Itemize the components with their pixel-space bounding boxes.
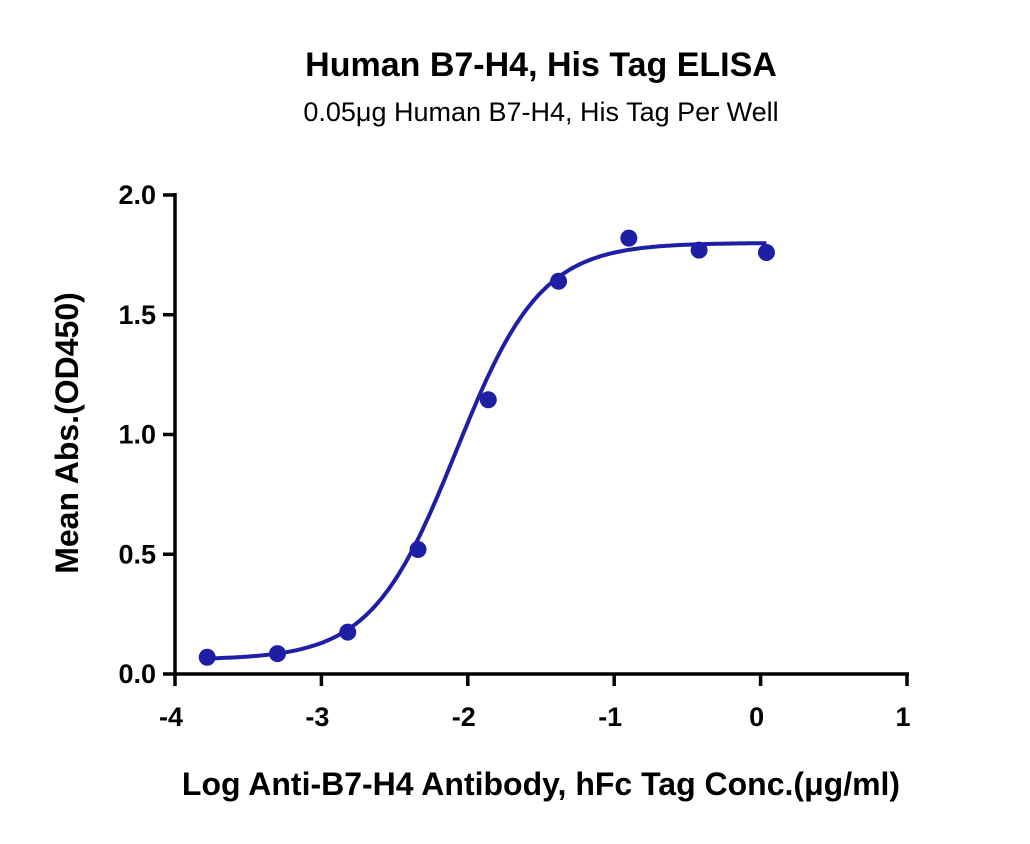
data-point <box>268 645 286 663</box>
data-point <box>757 243 775 261</box>
y-tick-label: 1.5 <box>118 300 156 330</box>
data-point <box>339 623 357 641</box>
y-tick-label: 0.5 <box>118 539 156 569</box>
data-point <box>690 241 708 259</box>
x-tick-label: -1 <box>598 702 622 732</box>
data-point <box>198 648 216 666</box>
y-axis-title: Mean Abs.(OD450) <box>49 292 85 574</box>
x-axis-title: Log Anti-B7-H4 Antibody, hFc Tag Conc.(μ… <box>182 766 900 802</box>
data-point <box>409 540 427 558</box>
data-point <box>550 272 568 290</box>
plot-series <box>198 229 775 666</box>
y-tick-label: 1.0 <box>118 420 156 450</box>
x-axis-ticks: -4 -3 -2 -1 0 1 <box>159 674 911 732</box>
data-point <box>620 229 638 247</box>
x-tick-label: -2 <box>452 702 476 732</box>
data-point <box>479 391 497 409</box>
x-tick-label: -3 <box>305 702 329 732</box>
chart-subtitle: 0.05μg Human B7-H4, His Tag Per Well <box>303 97 778 127</box>
y-tick-label: 0.0 <box>118 659 156 689</box>
x-tick-label: 0 <box>749 702 764 732</box>
x-tick-label: 1 <box>895 702 910 732</box>
fit-curve <box>207 241 767 661</box>
chart-title: Human B7-H4, His Tag ELISA <box>305 46 777 84</box>
y-tick-label: 2.0 <box>118 180 156 210</box>
x-tick-label: -4 <box>159 702 183 732</box>
y-axis-ticks: 0.0 0.5 1.0 1.5 2.0 <box>118 180 175 689</box>
